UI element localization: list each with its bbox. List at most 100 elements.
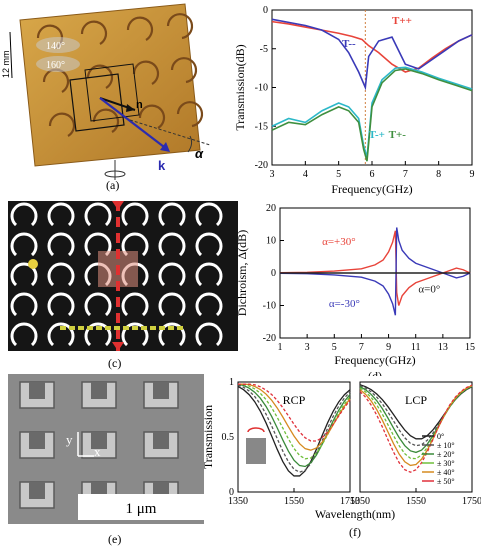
rotation-icon: [247, 427, 265, 433]
particle-gap: [91, 432, 107, 449]
angle-label-bg-1: [36, 37, 80, 53]
scale-bar-box: [78, 494, 204, 520]
dimension-marker: [78, 326, 84, 330]
split-ring: [121, 322, 149, 347]
series-line-5: [359, 384, 473, 473]
scale-bar-label: 1 μm: [126, 501, 157, 517]
x-tick-label: 3: [305, 342, 310, 353]
metasurface-photo: 140° 160° 12 mm n k α: [1, 3, 211, 180]
y-tick-label: 0: [229, 487, 234, 498]
series-label: α=0°: [418, 284, 440, 296]
particle-gap: [29, 432, 45, 449]
split-ring: [158, 292, 186, 317]
dimension-marker: [168, 326, 174, 330]
x-axis-label: Wavelength(nm): [315, 507, 395, 521]
dimension-marker: [105, 326, 111, 330]
vector-k-label: k: [158, 158, 166, 173]
panel-e: y x 1 μm (e): [0, 374, 240, 550]
split-ring: [84, 202, 112, 227]
split-ring-micrograph: [8, 201, 238, 351]
particle-gap: [29, 482, 45, 499]
series-label: T+-: [389, 129, 407, 141]
split-ring: [84, 232, 112, 257]
split-ring: [10, 292, 38, 317]
legend-entry: 0°: [437, 432, 444, 441]
x-tick-label: 1350: [350, 496, 370, 507]
dimension-marker: [177, 326, 183, 330]
split-ring: [47, 292, 75, 317]
axis-x-label: x: [94, 444, 101, 459]
panel-c: (c): [0, 196, 240, 374]
subplot-title: LCP: [405, 393, 427, 407]
dimension-line: [9, 31, 13, 79]
split-ring: [158, 262, 186, 287]
dimension-marker: [141, 326, 147, 330]
dimension-marker: [96, 326, 102, 330]
x-tick-label: 1350: [228, 496, 248, 507]
dimension-marker: [159, 326, 165, 330]
split-ring: [47, 202, 75, 227]
rcp-lcp-chart: 1350 1550 1750 RCP 1350 1550 1750 LCP 0 0.5 1 Trans…: [201, 377, 481, 539]
y-axis-label: Transmission: [201, 405, 215, 469]
legend-entry: ± 50°: [437, 477, 455, 486]
x-tick-label: 1550: [284, 496, 304, 507]
unit-cell-box: [69, 73, 125, 132]
dimension-marker: [114, 326, 120, 330]
split-ring: [158, 202, 186, 227]
series-line-3: [237, 383, 351, 460]
series-line-0: [237, 385, 351, 477]
split-ring: [158, 232, 186, 257]
split-ring: [10, 262, 38, 287]
angle-alpha-label: α: [195, 146, 204, 161]
series-label: T++: [392, 15, 412, 27]
split-ring: [47, 262, 75, 287]
particle-gap: [153, 382, 169, 399]
x-tick-label: 1750: [340, 496, 360, 507]
split-ring: [10, 232, 38, 257]
split-ring: [47, 322, 75, 347]
x-axis-label: Frequency(GHz): [334, 353, 415, 367]
particle-gap: [29, 382, 45, 399]
axis-y-label: y: [66, 432, 73, 447]
y-axis-label: Dichroism, Δ(dB): [235, 230, 249, 316]
y-tick-label: 1: [229, 377, 234, 388]
panel-c-label: (c): [108, 356, 122, 370]
vector-n-label: n: [136, 99, 143, 111]
series-label: α=-30°: [329, 298, 360, 310]
arrow-head: [112, 342, 124, 351]
split-ring: [10, 202, 38, 227]
panel-f-label: (f): [349, 525, 361, 539]
x-tick-label: 4: [303, 169, 308, 180]
split-ring: [121, 202, 149, 227]
series-label: T--: [342, 38, 356, 50]
y-tick-label: 0: [271, 268, 276, 279]
series-line-2: [237, 383, 351, 468]
y-tick-label: 0.5: [222, 432, 235, 443]
legend-entry: ± 20°: [437, 450, 455, 459]
split-ring: [84, 322, 112, 347]
nanostructure-micrograph: y x 1 μm: [8, 374, 204, 524]
legend-entry: ± 30°: [437, 459, 455, 468]
angle-label-2: 160°: [46, 60, 65, 71]
y-axis-label: Transmission(dB): [233, 44, 247, 130]
split-ring: [121, 292, 149, 317]
legend-entry: ± 10°: [437, 441, 455, 450]
panel-a: 140° 160° 12 mm n k α (a): [0, 0, 240, 192]
inset-image: [246, 438, 266, 464]
x-tick-label: 7: [403, 169, 408, 180]
x-tick-label: 15: [465, 342, 475, 353]
x-tick-label: 3: [270, 169, 275, 180]
subplot-title: RCP: [283, 393, 306, 407]
dimension-marker: [60, 326, 66, 330]
dimension-marker: [150, 326, 156, 330]
x-tick-label: 1750: [462, 496, 481, 507]
x-tick-label: 5: [332, 342, 337, 353]
dimension-marker: [132, 326, 138, 330]
angle-label-bg-2: [36, 56, 80, 72]
x-tick-label: 13: [438, 342, 448, 353]
x-tick-label: 6: [370, 169, 375, 180]
series-label: α=+30°: [322, 236, 356, 248]
split-ring: [195, 232, 223, 257]
x-tick-label: 1: [278, 342, 283, 353]
y-tick-label: -15: [255, 121, 268, 132]
